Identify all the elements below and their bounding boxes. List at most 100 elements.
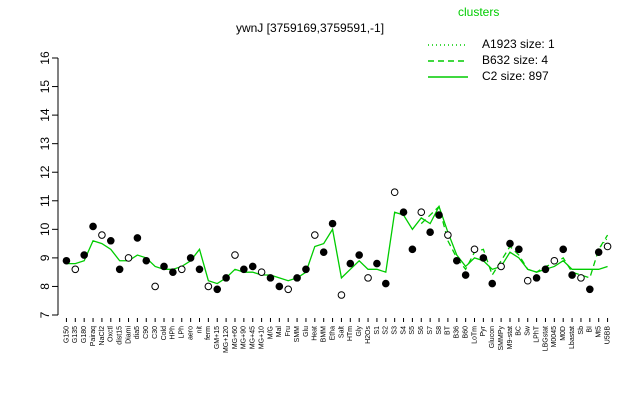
x-tick-label: S4 [400, 326, 407, 335]
legend-label: A1923 size: 1 [482, 37, 555, 51]
x-tick-label: MG+120 [223, 326, 230, 353]
point [444, 231, 452, 239]
x-tick-label: SMMPy [498, 326, 505, 351]
x-tick-label: Diami [125, 326, 132, 344]
point [337, 291, 346, 299]
chart-title: ywnJ [3759169,3759591,-1] [236, 21, 384, 35]
y-tick-label: 12 [38, 165, 52, 179]
y-tick-label: 10 [38, 222, 52, 236]
x-tick-label: MG+10 [258, 326, 265, 349]
x-tick-label: U5BB [604, 326, 611, 345]
x-tick-label: S8 [436, 326, 443, 335]
point [160, 262, 168, 271]
x-tick-label: aero [187, 326, 194, 340]
point [461, 271, 470, 279]
x-tick-label: Salt [338, 326, 345, 338]
x-tick-label: Sw [525, 325, 532, 336]
x-tick-label: S2 [383, 326, 390, 335]
point [133, 234, 142, 242]
point [506, 239, 514, 248]
x-tick-label: C30 [152, 326, 159, 339]
x-tick-label: BI [587, 326, 594, 333]
y-tick-label: 7 [38, 311, 52, 318]
point [381, 279, 390, 288]
x-tick-label: nit [196, 326, 203, 333]
x-tick-label: BC [516, 326, 523, 336]
x-tick-label: S1 [374, 326, 381, 335]
point [106, 236, 115, 245]
point [390, 188, 399, 197]
x-tick-label: Gly [356, 326, 363, 337]
x-tick-label: Glucon [489, 326, 496, 348]
point [275, 282, 284, 291]
x-tick-label: G180 [81, 326, 88, 343]
x-tick-label: ferm [205, 326, 212, 340]
x-tick-label: BMM [321, 326, 328, 343]
point [240, 265, 248, 274]
point [515, 245, 523, 254]
point [231, 251, 239, 259]
x-tick-label: S6 [418, 326, 425, 335]
x-tick-label: Mal [276, 326, 283, 338]
point [319, 248, 328, 256]
x-tick-label: dist15 [117, 326, 124, 345]
point [568, 271, 576, 279]
point [479, 254, 488, 262]
point [594, 248, 603, 256]
point [373, 259, 381, 268]
x-tick-label: Pyr [480, 325, 487, 336]
point [124, 254, 133, 262]
x-tick-label: Etha [329, 326, 336, 341]
x-tick-label: Cold [161, 326, 168, 341]
y-tick-label: 13 [38, 137, 52, 151]
x-tick-label: Fru [285, 326, 292, 337]
legend-title: clusters [458, 5, 499, 19]
point [177, 265, 186, 274]
point [426, 228, 434, 236]
point [195, 265, 204, 274]
x-tick-label: S5 [409, 326, 416, 335]
series-line [420, 205, 609, 279]
x-tick-label: Pairaq [90, 326, 97, 346]
series-line [66, 204, 608, 285]
point [577, 274, 585, 282]
point [62, 256, 71, 265]
point [435, 211, 443, 219]
x-tick-label: LPhT [533, 325, 540, 342]
x-tick-label: Sb [578, 326, 585, 335]
x-tick-label: MG+90 [241, 326, 248, 349]
x-tick-label: B60 [462, 326, 469, 339]
point [284, 285, 293, 294]
point [603, 242, 612, 251]
point [532, 274, 541, 282]
x-tick-label: MG+60 [232, 326, 239, 349]
x-tick-label: MG+45 [250, 326, 257, 349]
x-tick-label: Glu [303, 326, 310, 337]
point [408, 245, 417, 254]
x-tick-label: HPh [170, 326, 177, 340]
x-tick-label: dia5 [134, 326, 141, 339]
point [115, 265, 124, 274]
point [98, 231, 106, 239]
x-tick-label: S3 [392, 326, 399, 335]
point [452, 256, 461, 265]
point [169, 268, 177, 276]
point [488, 279, 497, 288]
x-tick-label: Oxctl [108, 326, 115, 342]
point [151, 282, 159, 291]
x-tick-label: M0D [560, 326, 567, 341]
y-tick-label: 9 [38, 254, 52, 261]
point [71, 265, 80, 274]
point [541, 265, 550, 274]
point [257, 268, 266, 276]
legend-label: C2 size: 897 [482, 69, 549, 83]
point [559, 245, 568, 254]
x-tick-label: M0045 [551, 326, 558, 348]
x-tick-label: G150 [63, 326, 70, 343]
point [222, 274, 230, 282]
point [302, 265, 310, 274]
x-tick-label: H2Os [365, 326, 372, 344]
point [213, 285, 222, 294]
x-tick-label: LPh [179, 326, 186, 339]
